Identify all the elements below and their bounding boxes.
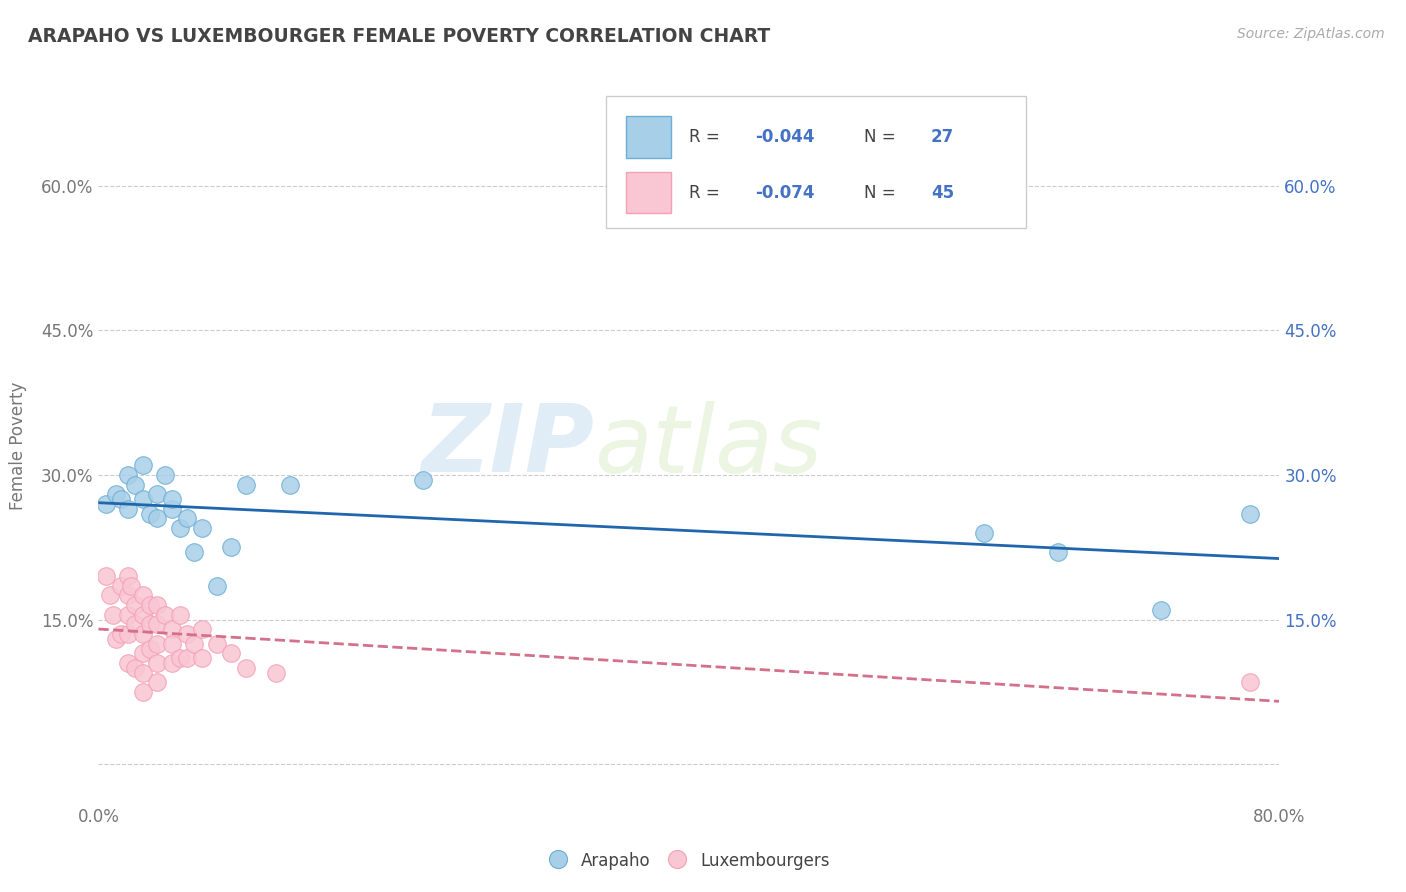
- Point: [105, 632, 128, 646]
- Point: [110, 579, 132, 593]
- Point: [98, 589, 121, 603]
- Point: [153, 607, 176, 622]
- Point: [110, 491, 132, 506]
- Point: [146, 511, 169, 525]
- Text: Source: ZipAtlas.com: Source: ZipAtlas.com: [1237, 27, 1385, 41]
- Point: [139, 507, 162, 521]
- Point: [973, 525, 995, 540]
- Point: [191, 622, 214, 636]
- Point: [219, 541, 242, 555]
- Point: [191, 521, 214, 535]
- Text: N =: N =: [863, 128, 901, 146]
- Text: -0.044: -0.044: [755, 128, 814, 146]
- Point: [1150, 603, 1173, 617]
- Text: R =: R =: [689, 128, 725, 146]
- Point: [132, 646, 155, 660]
- Point: [176, 651, 198, 665]
- Point: [169, 651, 191, 665]
- Point: [124, 477, 146, 491]
- Point: [183, 637, 205, 651]
- Point: [132, 589, 155, 603]
- Point: [162, 656, 183, 670]
- Point: [278, 477, 302, 491]
- Point: [146, 487, 169, 501]
- Text: atlas: atlas: [595, 401, 823, 491]
- Point: [117, 589, 139, 603]
- Text: R =: R =: [689, 184, 725, 202]
- Point: [94, 569, 117, 583]
- Point: [117, 569, 139, 583]
- Point: [132, 491, 155, 506]
- Point: [132, 685, 155, 699]
- Point: [103, 607, 125, 622]
- Point: [162, 491, 183, 506]
- Point: [94, 497, 117, 511]
- Point: [153, 467, 176, 482]
- Point: [1239, 507, 1261, 521]
- Point: [117, 627, 139, 641]
- Point: [146, 637, 169, 651]
- Point: [162, 622, 183, 636]
- Point: [176, 627, 198, 641]
- Point: [235, 477, 257, 491]
- Point: [120, 579, 142, 593]
- Point: [110, 627, 132, 641]
- Point: [264, 665, 287, 680]
- Text: 27: 27: [931, 128, 955, 146]
- Point: [146, 617, 169, 632]
- Point: [169, 521, 191, 535]
- Point: [235, 661, 257, 675]
- Point: [132, 607, 155, 622]
- Text: ZIP: ZIP: [422, 400, 595, 492]
- Text: 45: 45: [931, 184, 955, 202]
- Point: [169, 607, 191, 622]
- Legend: Arapaho, Luxembourgers: Arapaho, Luxembourgers: [541, 845, 837, 877]
- Point: [205, 579, 228, 593]
- FancyBboxPatch shape: [626, 116, 671, 158]
- Y-axis label: Female Poverty: Female Poverty: [10, 382, 27, 510]
- Point: [191, 651, 214, 665]
- Point: [132, 627, 155, 641]
- Point: [412, 473, 434, 487]
- Point: [205, 637, 228, 651]
- Point: [117, 656, 139, 670]
- Point: [117, 607, 139, 622]
- Point: [146, 598, 169, 612]
- Point: [162, 501, 183, 516]
- Text: -0.074: -0.074: [755, 184, 814, 202]
- Point: [176, 511, 198, 525]
- Point: [124, 617, 146, 632]
- Point: [219, 646, 242, 660]
- Point: [124, 661, 146, 675]
- Point: [146, 656, 169, 670]
- Point: [105, 487, 128, 501]
- Point: [146, 675, 169, 690]
- Text: N =: N =: [863, 184, 901, 202]
- Point: [1239, 675, 1261, 690]
- Point: [139, 641, 162, 656]
- Point: [162, 637, 183, 651]
- FancyBboxPatch shape: [606, 96, 1025, 228]
- Point: [183, 545, 205, 559]
- Point: [139, 617, 162, 632]
- Point: [117, 501, 139, 516]
- Text: ARAPAHO VS LUXEMBOURGER FEMALE POVERTY CORRELATION CHART: ARAPAHO VS LUXEMBOURGER FEMALE POVERTY C…: [28, 27, 770, 45]
- Point: [1046, 545, 1069, 559]
- Point: [117, 467, 139, 482]
- FancyBboxPatch shape: [626, 172, 671, 213]
- Point: [132, 458, 155, 473]
- Point: [124, 598, 146, 612]
- Point: [139, 598, 162, 612]
- Point: [132, 665, 155, 680]
